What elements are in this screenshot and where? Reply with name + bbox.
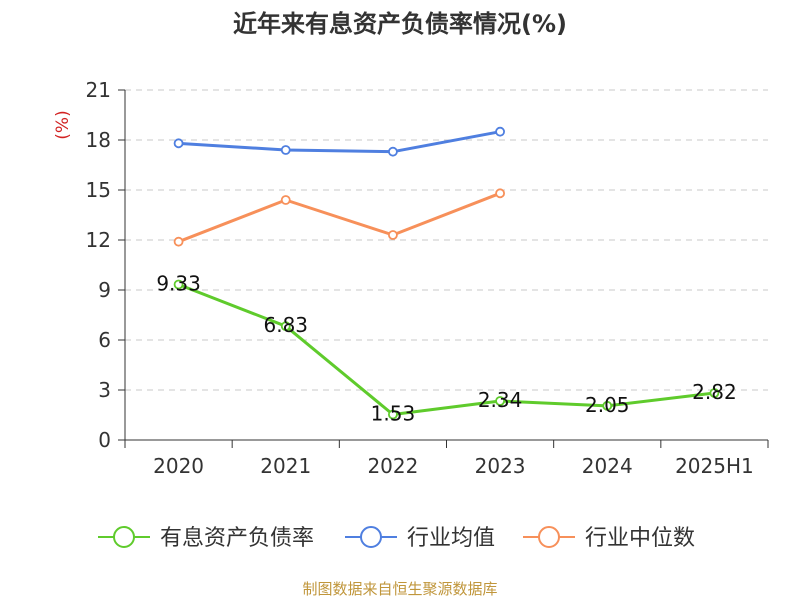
series-0-point-2021 [280,321,291,332]
y-tick-label-9: 9 [98,278,111,302]
source-note: 制图数据来自恒生聚源数据库 [302,580,498,598]
legend-label-1: 行业均值 [407,526,495,551]
series-0-point-2022 [388,409,398,420]
series-0-point-2025H1 [709,388,720,398]
data-label-2024: 2.05 [585,393,630,417]
x-tick-label-2024: 2024 [582,454,633,478]
series-1-point-2023 [495,126,505,137]
legend-label-0: 有息资产负债率 [160,526,314,551]
y-tick-label-18: 18 [86,128,111,152]
series-1-point-2022 [388,146,398,157]
series-2-point-2023 [495,188,505,199]
legend-marker-1 [360,526,382,548]
chart-title: 近年来有息资产负债率情况(%) [233,10,567,38]
y-tick-label-21: 21 [86,78,111,102]
series-1-point-2020 [173,138,184,149]
series-0-point-2024 [602,400,613,411]
series-2-point-2022 [388,230,398,240]
legend-label-2: 行业中位数 [585,526,695,551]
y-tick-label-12: 12 [86,228,111,252]
x-tick-label-2022: 2022 [367,454,418,478]
x-tick-label-2020: 2020 [153,454,204,478]
series-0-point-2020 [173,279,184,290]
y-tick-label-3: 3 [98,378,111,402]
x-tick-label-2025H1: 2025H1 [675,454,754,478]
data-label-2025H1: 2.82 [692,380,737,404]
series-2-point-2020 [173,236,184,247]
data-label-2020: 9.33 [156,272,201,296]
series-2-point-2021 [280,195,291,205]
y-axis-label: (%) [53,110,73,139]
y-tick-label-6: 6 [98,328,111,352]
data-label-2021: 6.83 [263,313,308,337]
legend-marker-2 [538,526,560,548]
series-1-point-2021 [280,145,291,155]
series-line-2 [178,191,501,244]
x-tick-label-2021: 2021 [260,454,311,478]
legend-marker-0 [113,526,135,548]
series-line-0 [178,283,715,416]
data-label-2022: 1.53 [371,402,416,426]
x-tick-label-2023: 2023 [475,454,526,478]
y-tick-label-15: 15 [86,178,111,202]
y-tick-label-0: 0 [98,428,111,452]
series-0-point-2023 [495,396,505,406]
data-label-2023: 2.34 [478,388,523,412]
series-line-1 [178,130,501,154]
